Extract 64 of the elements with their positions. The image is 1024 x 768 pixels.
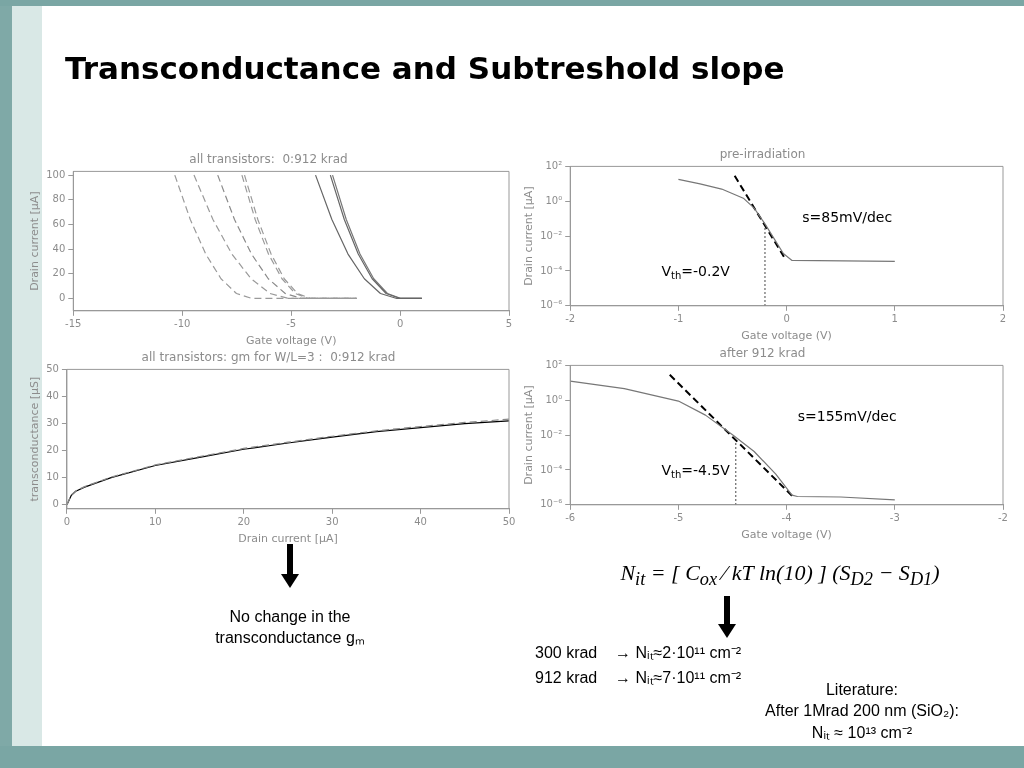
x-tick-label: -4: [781, 512, 792, 524]
y-tick-label: 30: [46, 417, 59, 429]
x-tick-label: -15: [65, 318, 82, 330]
text: Nᵢₜ ≈ 10¹³ cm⁻²: [810, 723, 914, 743]
y-tick-label: 80: [52, 193, 66, 205]
x-tick-label: 50: [502, 516, 516, 528]
x-tick-label: -5: [286, 318, 297, 330]
annotation: s=155mV/dec: [797, 407, 897, 424]
text: 912 krad → Nᵢₜ≈7·10¹¹ cm⁻²: [535, 669, 742, 686]
text: No change in the transconductance gₘ: [214, 607, 366, 648]
x-tick-label: -10: [174, 318, 191, 330]
chart-title: pre-irradiation: [719, 147, 806, 162]
x-tick-label: -5: [673, 512, 684, 524]
y-tick-label: 40: [52, 242, 66, 254]
x-tick-label: -2: [565, 313, 576, 325]
y-tick-label: 10⁻⁴: [540, 264, 563, 276]
x-tick-label: 0: [396, 318, 404, 330]
y-tick-label: 100: [46, 168, 66, 180]
x-tick-label: 5: [505, 318, 513, 330]
y-tick-label: 10⁻²: [540, 428, 563, 440]
chart-title: all transistors: gm for W/L=3 : 0:912 krad: [141, 350, 396, 365]
x-tick-label: 0: [783, 313, 790, 325]
x-tick-label: -2: [998, 512, 1008, 524]
x-tick-label: -3: [889, 512, 900, 524]
x-tick-label: 10: [148, 516, 162, 528]
text: After 1Mrad 200 nm (SiO₂):: [764, 701, 960, 721]
chart-title: after 912 krad: [719, 346, 806, 361]
y-tick-label: 10²: [545, 358, 563, 370]
x-axis-title: Gate voltage (V): [741, 528, 832, 542]
y-tick-label: 10: [46, 471, 59, 483]
x-tick-label: -1: [673, 313, 684, 325]
y-tick-label: 10⁰: [545, 393, 563, 405]
y-tick-label: 50: [46, 362, 59, 374]
y-tick-label: 10²: [545, 159, 563, 171]
text: N$_{it}$ = [ C$_{ox}$ ⁄ kT ln(10) ] (S$_{D2}$ − S$_{D1}$): [620, 560, 940, 590]
x-axis-title: Gate voltage (V): [741, 329, 832, 343]
x-tick-label: -6: [565, 512, 576, 524]
y-tick-label: 10⁰: [545, 194, 563, 206]
y-tick-label: 0: [52, 498, 59, 510]
y-tick-label: 10⁻⁶: [540, 498, 563, 510]
x-axis-title: Drain current [μA]: [238, 532, 338, 546]
y-axis-title: transconductance [μS]: [28, 376, 42, 502]
text: Literature:: [824, 680, 899, 700]
y-axis-title: Drain current [μA]: [28, 191, 42, 291]
x-tick-label: 2: [999, 313, 1007, 325]
x-tick-label: 40: [414, 516, 427, 528]
y-tick-label: 40: [46, 390, 59, 402]
annotation: s=85mV/dec: [802, 208, 893, 225]
y-axis-title: Drain current [μA]: [522, 385, 536, 485]
x-tick-label: 20: [237, 516, 251, 528]
y-tick-label: 0: [58, 292, 66, 304]
y-tick-label: 10⁻⁶: [540, 299, 563, 311]
y-tick-label: 10⁻⁴: [540, 463, 563, 475]
y-axis-title: Drain current [μA]: [522, 186, 536, 286]
y-tick-label: 20: [46, 444, 59, 456]
y-tick-label: 60: [52, 218, 66, 230]
text: 300 krad → Nᵢₜ≈2·10¹¹ cm⁻²: [535, 643, 743, 663]
y-tick-label: 10⁻²: [540, 229, 563, 241]
x-tick-label: 30: [325, 516, 339, 528]
chart-title: all transistors: 0:912 krad: [189, 152, 348, 167]
x-tick-label: 1: [891, 313, 898, 325]
x-axis-title: Gate voltage (V): [245, 334, 337, 348]
text: Transconductance and Subtreshold slope: [65, 50, 785, 86]
y-tick-label: 20: [52, 267, 66, 279]
